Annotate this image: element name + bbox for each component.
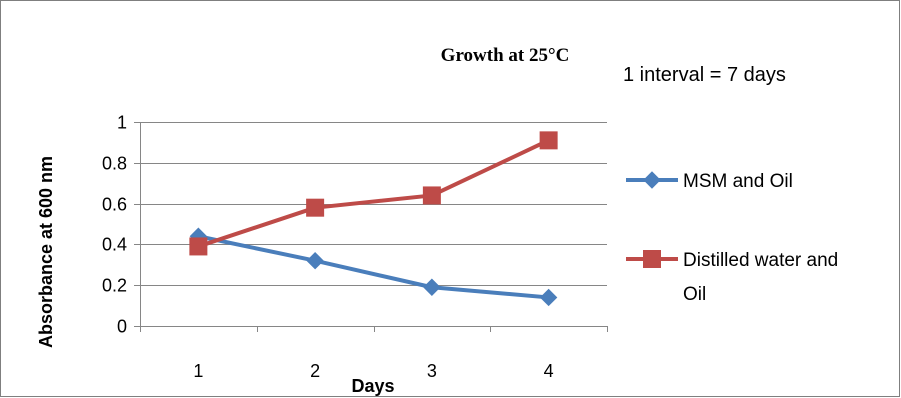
legend-item: Distilled water and Oil	[626, 250, 838, 305]
diamond-point	[306, 252, 324, 270]
y-tick-label: 0	[117, 317, 127, 337]
square-point	[539, 131, 558, 150]
diamond-point	[423, 278, 441, 296]
series-line	[197, 234, 549, 300]
x-axis-title: Days	[351, 376, 394, 396]
y-tick-label: 0.2	[102, 276, 127, 296]
legend-label: Distilled water and	[683, 250, 838, 271]
gridlines	[140, 122, 607, 286]
interval-annotation: 1 interval = 7 days	[623, 64, 786, 86]
legend-marker	[643, 171, 661, 189]
legend: MSM and Oil Distilled water and Oil	[626, 171, 838, 305]
x-tick-labels: 1 2 3 4	[193, 361, 553, 381]
legend-label: Oil	[683, 284, 706, 305]
x-tick-label: 2	[310, 361, 320, 381]
square-point	[422, 186, 441, 205]
series	[189, 131, 558, 307]
y-tick-label: 0.6	[102, 195, 127, 215]
x-tick-label: 1	[193, 361, 203, 381]
legend-label: MSM and Oil	[683, 171, 793, 192]
y-tick-labels: 0 0.2 0.4 0.6 0.8 1	[102, 113, 127, 337]
series-line	[197, 138, 550, 249]
diamond-point	[539, 288, 558, 307]
x-tick-label: 3	[427, 361, 437, 381]
y-tick-label: 0.8	[102, 154, 127, 174]
axes	[134, 122, 608, 332]
chart-title: Growth at 25°C	[441, 45, 570, 66]
y-tick-label: 1	[117, 113, 127, 133]
y-tick-label: 0.4	[102, 235, 127, 255]
square-point	[189, 237, 208, 256]
square-point	[306, 198, 325, 217]
y-axis-title: Absorbance at 600 nm	[36, 156, 56, 348]
legend-marker	[643, 250, 661, 268]
legend-item: MSM and Oil	[626, 171, 793, 192]
x-tick-label: 4	[544, 361, 554, 381]
series-2	[189, 131, 558, 256]
